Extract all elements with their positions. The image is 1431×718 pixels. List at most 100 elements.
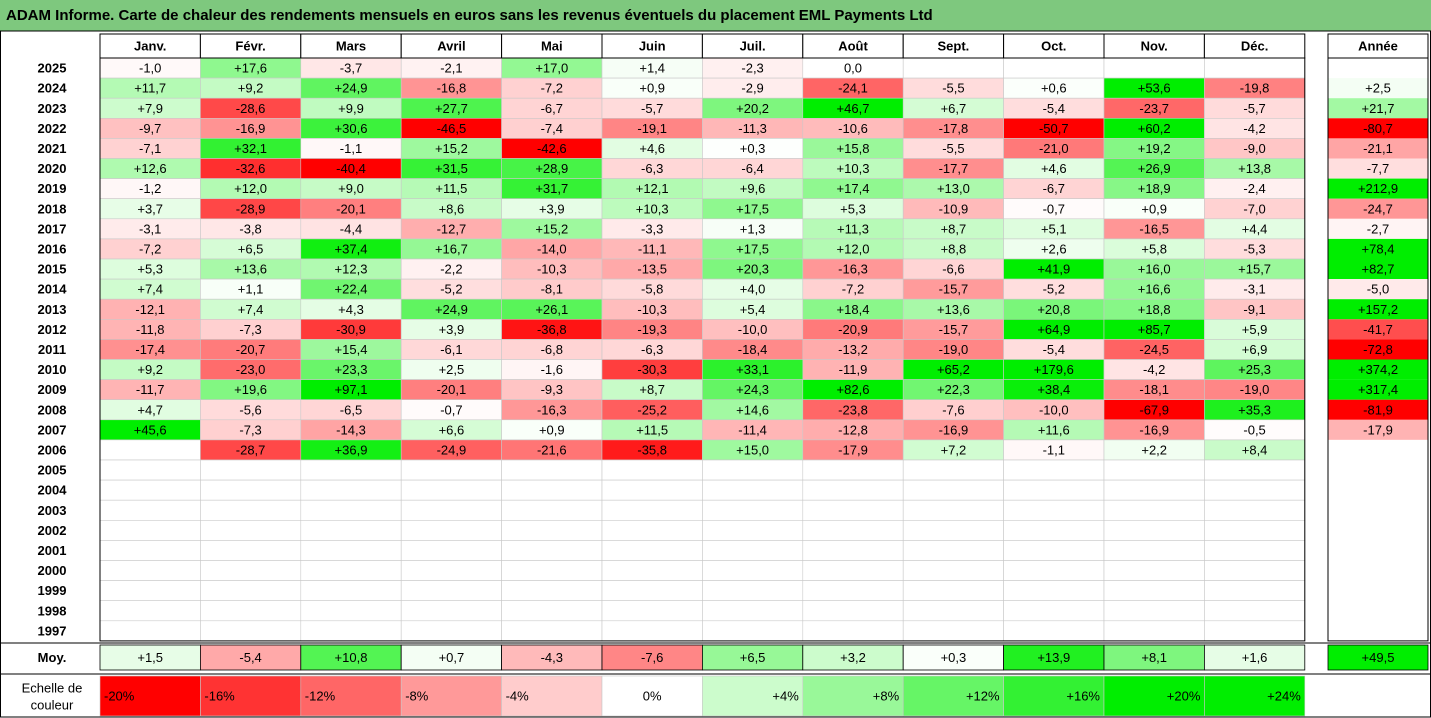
cell-value: +13,6: [234, 262, 267, 277]
scale-swatch: [802, 675, 904, 717]
heatmap-cell: [1204, 540, 1306, 561]
annual-cell: [1328, 238, 1428, 259]
cell-value: +9,0: [338, 181, 364, 196]
cell-value: +60,2: [1138, 121, 1171, 136]
scale-swatch-label: +20%: [1167, 689, 1201, 704]
cell-value: -5,7: [1243, 101, 1265, 116]
year-label: 2020: [38, 161, 67, 176]
heatmap-cell: [400, 479, 502, 501]
month-label: Oct.: [1041, 39, 1066, 54]
cell-value: -30,9: [336, 322, 366, 337]
cell-value: +7,4: [238, 302, 264, 317]
heatmap-cell: [802, 519, 904, 541]
average-value: -7,6: [641, 650, 663, 665]
cell-value: -12,8: [838, 422, 868, 437]
cell-value: -7,0: [1243, 201, 1265, 216]
year-label: 2002: [38, 523, 67, 538]
cell-value: -2,9: [741, 81, 763, 96]
heatmap-cell: [300, 499, 402, 521]
heatmap-cell: [300, 479, 402, 501]
cell-value: -20,7: [236, 342, 266, 357]
cell-value: -42,6: [537, 141, 567, 156]
scale-swatch-label: +8%: [873, 689, 900, 704]
annual-value: +82,7: [1362, 262, 1395, 277]
cell-value: +0,3: [740, 141, 766, 156]
cell-value: -35,8: [637, 442, 667, 457]
cell-value: +11,3: [837, 221, 869, 236]
cell-value: -25,2: [637, 402, 667, 417]
scale-label: Echelle de: [22, 681, 83, 696]
cell-value: -4,4: [340, 221, 362, 236]
cell-value: -2,4: [1243, 181, 1265, 196]
cell-value: +3,9: [539, 201, 565, 216]
heatmap-cell: [1103, 600, 1205, 622]
cell-value: +12,0: [234, 181, 267, 196]
cell-value: +32,1: [234, 141, 267, 156]
cell-value: -11,1: [638, 241, 667, 256]
cell-value: +9,2: [238, 81, 264, 96]
cell-value: -15,7: [939, 322, 969, 337]
cell-value: +12,3: [335, 262, 368, 277]
annual-value: +21,7: [1362, 101, 1395, 116]
annual-cell: [1328, 540, 1428, 561]
cell-value: +16,0: [1138, 262, 1171, 277]
cell-value: -7,3: [239, 422, 261, 437]
annual-cell: [1328, 520, 1428, 541]
scale-swatch-label: +4%: [772, 689, 799, 704]
cell-value: -23,7: [1139, 101, 1169, 116]
cell-value: -10,0: [738, 322, 768, 337]
cell-value: -1,1: [340, 141, 362, 156]
cell-value: -21,0: [1039, 141, 1069, 156]
heatmap-cell: [501, 560, 603, 581]
heatmap-cell: [200, 519, 302, 541]
scale-swatch-label: +16%: [1066, 689, 1100, 704]
heatmap-cell: [1003, 57, 1105, 79]
heatmap-cell: [200, 580, 302, 601]
cell-value: +6,6: [439, 422, 465, 437]
cell-value: -5,3: [1243, 241, 1265, 256]
heatmap-cell: [501, 580, 603, 601]
cell-value: -8,1: [541, 282, 563, 297]
cell-value: +31,5: [435, 161, 468, 176]
month-label: Mars: [336, 39, 366, 54]
cell-value: +8,7: [639, 382, 665, 397]
cell-value: +24,9: [335, 81, 368, 96]
cell-value: -1,2: [139, 181, 161, 196]
cell-value: -19,3: [637, 322, 667, 337]
heatmap-cell: [1003, 540, 1105, 561]
cell-value: +6,5: [238, 241, 264, 256]
cell-value: -3,7: [340, 61, 362, 76]
annual-value: -2,7: [1367, 221, 1389, 236]
cell-value: +4,0: [740, 282, 766, 297]
year-label: 2007: [38, 422, 67, 437]
average-cell: [802, 644, 904, 671]
cell-value: +8,6: [439, 201, 465, 216]
cell-value: +5,9: [1242, 322, 1268, 337]
year-label: 2008: [38, 402, 67, 417]
cell-value: +1,4: [639, 61, 665, 76]
cell-value: +11,5: [435, 181, 467, 196]
heatmap-cell: [1204, 57, 1306, 79]
cell-value: +8,4: [1242, 442, 1268, 457]
cell-value: +19,2: [1138, 141, 1171, 156]
cell-value: -17,8: [939, 121, 969, 136]
heatmap-cell: [601, 600, 703, 622]
cell-value: +64,9: [1037, 322, 1070, 337]
cell-value: -7,4: [541, 121, 563, 136]
average-label: Moy.: [38, 650, 67, 665]
heatmap-cell: [902, 57, 1004, 79]
cell-value: +37,4: [335, 241, 368, 256]
heatmap-cell: [300, 600, 402, 622]
cell-value: -18,1: [1139, 382, 1169, 397]
cell-value: +65,2: [937, 362, 970, 377]
heatmap-cell: [802, 459, 904, 481]
heatmap-cell: [99, 540, 201, 561]
cell-value: +4,6: [639, 141, 665, 156]
scale-swatch: [601, 675, 703, 717]
cell-value: -5,4: [1043, 342, 1065, 357]
month-header-10: [1003, 33, 1105, 59]
scale-swatch-label: -12%: [305, 689, 336, 704]
cell-value: +19,6: [234, 382, 267, 397]
month-label: Juin: [639, 39, 666, 54]
cell-value: +38,4: [1037, 382, 1070, 397]
